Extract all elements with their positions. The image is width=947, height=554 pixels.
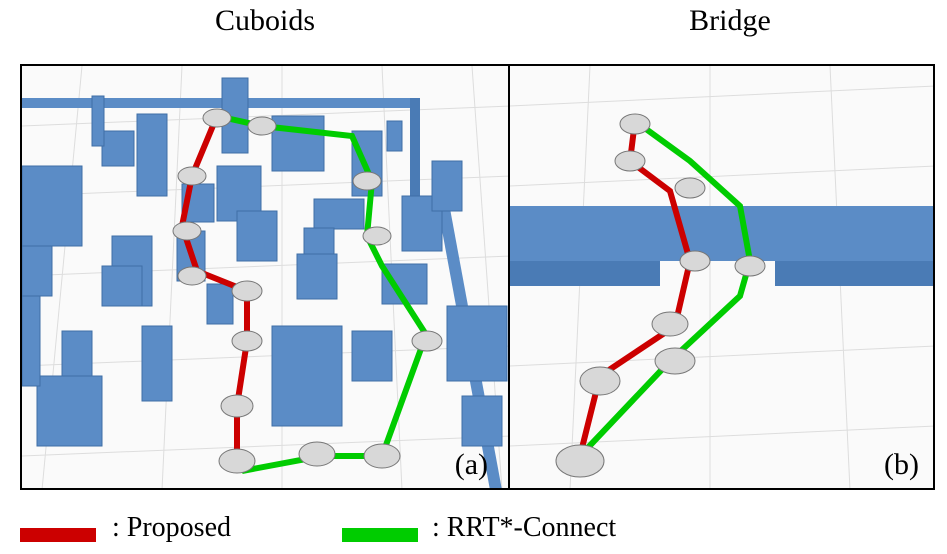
legend-rrt-connect: : RRT*-Connect <box>342 512 662 552</box>
robots-a <box>172 108 443 474</box>
proposed-legend-text: : Proposed <box>112 512 231 543</box>
panel-a-title: Cuboids <box>214 4 316 37</box>
panel-b-label: (b) <box>884 448 919 481</box>
rrt-connect-path-b <box>577 118 754 459</box>
robots-b <box>555 113 766 478</box>
proposed-swatch <box>20 528 96 542</box>
proposed-path-b <box>577 120 694 457</box>
rrt-connect-legend-text: : RRT*-Connect <box>432 512 617 543</box>
legend-proposed: : Proposed <box>20 512 300 552</box>
floor-grid-b <box>510 66 933 488</box>
rrt-connect-swatch <box>342 528 418 542</box>
panel-b-bridge: (b) <box>508 64 935 490</box>
bridge-scene <box>510 66 933 488</box>
rrt-connect-path-a <box>216 113 431 474</box>
panel-a-cuboids: (a) <box>20 64 510 490</box>
cuboid-obstacles <box>22 77 508 447</box>
bridge-obstacle <box>510 206 933 286</box>
panel-b-title: Bridge <box>689 4 771 37</box>
panel-a-label: (a) <box>454 448 488 481</box>
cuboids-scene <box>22 66 508 488</box>
